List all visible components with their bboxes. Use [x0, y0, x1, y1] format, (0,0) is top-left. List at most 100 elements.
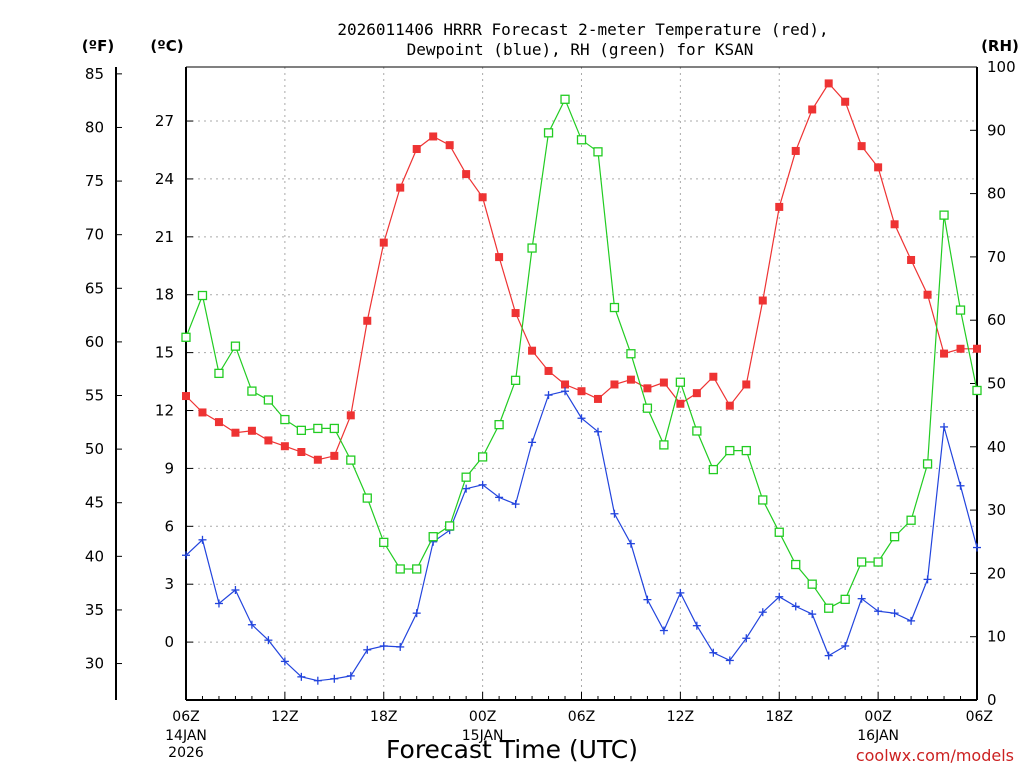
rh-tick-label: 30	[987, 501, 1006, 519]
celsius-tick-label: 15	[155, 344, 174, 362]
temperature-point	[528, 346, 537, 355]
dewpoint-point	[659, 626, 668, 635]
dewpoint-point	[742, 634, 751, 643]
rh-point	[774, 527, 784, 537]
x-tick-label: 06Z	[172, 709, 199, 725]
x-date-label: 16JAN	[857, 728, 899, 744]
rh-tick-label: 70	[987, 248, 1006, 266]
dewpoint-point	[528, 438, 537, 447]
rh-point	[362, 493, 372, 503]
x-tick-label: 06Z	[568, 709, 595, 725]
fahrenheit-tick-label: 85	[85, 65, 104, 83]
dewpoint-point	[577, 414, 586, 423]
rh-point	[247, 386, 257, 396]
fahrenheit-tick-label: 40	[85, 547, 104, 565]
gridlines	[186, 67, 977, 700]
dewpoint-point	[593, 427, 602, 436]
temperature-point	[659, 378, 668, 387]
dewpoint-point	[791, 602, 800, 611]
rh-point	[214, 368, 224, 379]
rh-point	[873, 557, 883, 567]
celsius-tick-label: 27	[155, 112, 174, 130]
temperature-point	[676, 399, 685, 408]
fahrenheit-tick-label: 60	[85, 333, 104, 351]
fahrenheit-tick-label: 80	[85, 118, 104, 136]
rh-point	[659, 440, 669, 450]
dewpoint-point	[231, 585, 240, 594]
x-tick-label: 18Z	[766, 709, 793, 725]
rh-point	[510, 375, 521, 385]
dewpoint-point	[363, 645, 372, 654]
celsius-unit-label: (ºC)	[150, 37, 183, 55]
temperature-point	[956, 344, 965, 353]
dewpoint-point	[462, 484, 471, 493]
temperature-point	[214, 418, 223, 427]
temperature-point	[330, 451, 339, 460]
rh-tick-label: 100	[987, 58, 1016, 76]
temperature-point	[742, 380, 751, 389]
fahrenheit-tick-label: 50	[85, 440, 104, 458]
rh-point	[296, 425, 307, 435]
dewpoint-point	[182, 551, 190, 560]
temperature-point	[346, 411, 355, 420]
dewpoint-point	[280, 657, 289, 666]
dewpoint-point	[692, 621, 701, 630]
x-tick-label: 12Z	[271, 709, 298, 725]
series-filled-square	[182, 79, 981, 464]
fahrenheit-tick-label: 35	[85, 601, 104, 619]
dewpoint-point	[214, 599, 223, 608]
x-year-label: 2026	[168, 745, 204, 761]
temperature-point	[791, 146, 800, 155]
rh-point	[313, 423, 323, 434]
dewpoint-point	[264, 636, 273, 645]
rh-point	[807, 579, 817, 589]
rh-point	[280, 414, 290, 425]
celsius-tick-label: 24	[155, 170, 174, 188]
rh-tick-label: 50	[987, 375, 1006, 393]
dewpoint-point	[676, 588, 685, 597]
temperature-point	[182, 392, 190, 401]
fahrenheit-tick-label: 75	[85, 172, 104, 190]
dewpoint-point	[709, 648, 718, 657]
rh-point	[840, 594, 850, 605]
temperature-point	[626, 375, 635, 384]
rh-point	[955, 305, 966, 315]
rh-point	[609, 302, 620, 313]
dewpoint-point	[396, 642, 405, 651]
temperature-point	[247, 426, 256, 435]
rh-tick-label: 40	[987, 438, 1006, 456]
rh-tick-label: 90	[987, 121, 1006, 139]
rh-point	[626, 349, 636, 359]
dewpoint-point	[412, 609, 421, 618]
temperature-point	[561, 380, 570, 389]
temperature-point	[841, 97, 850, 106]
rh-point	[428, 532, 438, 542]
rh-point	[230, 341, 241, 351]
temperature-point	[429, 132, 438, 141]
rh-point	[675, 377, 686, 387]
x-tick-label: 06Z	[966, 709, 993, 725]
dewpoint-point	[610, 509, 619, 518]
temperature-point	[544, 366, 553, 375]
rh-point	[543, 128, 554, 138]
rh-unit-label: (RH)	[981, 37, 1019, 55]
rh-point	[576, 135, 587, 145]
rh-tick-label: 0	[987, 691, 997, 709]
temperature-point	[511, 309, 520, 318]
series-open-square	[181, 94, 982, 613]
dewpoint-point	[824, 651, 833, 660]
temperature-point	[890, 220, 899, 229]
fahrenheit-tick-label: 30	[85, 655, 104, 673]
celsius-tick-label: 21	[155, 228, 174, 246]
temperature-point	[297, 448, 306, 457]
rh-point	[889, 532, 900, 542]
temperature-point	[709, 372, 718, 381]
celsius-tick-label: 9	[164, 459, 174, 477]
rh-point	[922, 459, 933, 469]
rh-point	[791, 559, 801, 570]
dewpoint-point	[313, 676, 322, 685]
dewpoint-point	[346, 671, 355, 680]
dewpoint-point	[478, 480, 487, 489]
temperature-point	[610, 380, 619, 389]
temperature-point	[379, 238, 388, 247]
